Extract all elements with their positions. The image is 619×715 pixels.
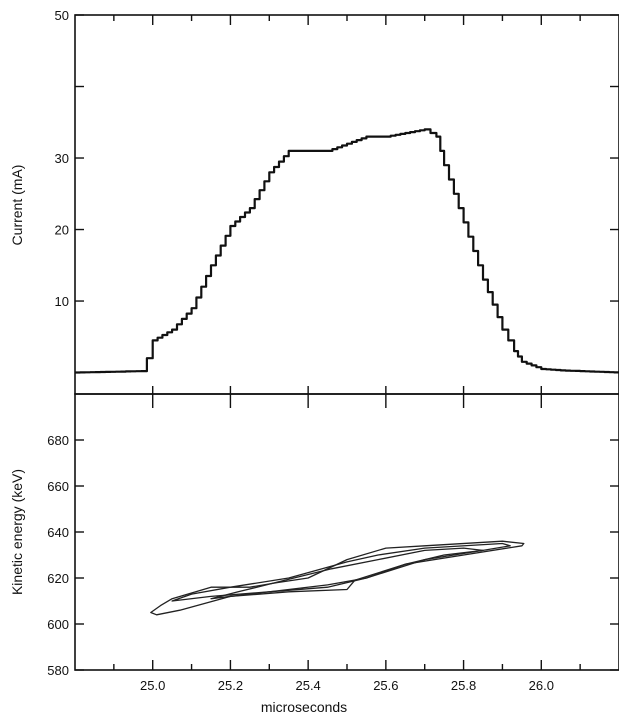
energy-x-tick-label: 25.0 — [140, 678, 165, 693]
energy-y-tick-label: 660 — [47, 479, 69, 494]
current-y-axis: 10 20 30 50 — [55, 8, 619, 309]
x-axis-label: microseconds — [261, 699, 347, 715]
current-y-tick-label: 30 — [55, 151, 69, 166]
current-y-axis-label: Current (mA) — [9, 165, 25, 246]
energy-x-tick-label: 25.4 — [295, 678, 320, 693]
energy-y-axis: 580 600 620 640 660 680 — [47, 433, 619, 678]
energy-x-tick-label: 26.0 — [529, 678, 554, 693]
energy-x-tick-label: 25.6 — [373, 678, 398, 693]
energy-contours — [150, 540, 525, 616]
energy-y-tick-label: 580 — [47, 663, 69, 678]
current-y-tick-label: 20 — [55, 223, 69, 238]
current-panel-frame — [74, 14, 619, 395]
current-panel: 10 20 30 50 Current (mA) — [9, 8, 619, 395]
current-y-tick-label: 10 — [55, 294, 69, 309]
energy-x-tick-label: 25.8 — [451, 678, 476, 693]
energy-panel-frame — [74, 393, 619, 671]
energy-y-tick-label: 620 — [47, 571, 69, 586]
energy-y-tick-label: 600 — [47, 617, 69, 632]
energy-x-axis: 25.0 25.2 25.4 25.6 25.8 26.0 — [113, 386, 581, 693]
current-x-ticks — [113, 15, 581, 25]
energy-contour — [210, 547, 484, 600]
current-series-line — [75, 128, 619, 374]
energy-contour — [171, 542, 511, 602]
energy-y-axis-label: Kinetic energy (keV) — [9, 469, 25, 595]
current-y-tick-label: 50 — [55, 8, 69, 23]
energy-x-tick-label: 25.2 — [218, 678, 243, 693]
energy-y-tick-label: 640 — [47, 525, 69, 540]
energy-y-tick-label: 680 — [47, 433, 69, 448]
